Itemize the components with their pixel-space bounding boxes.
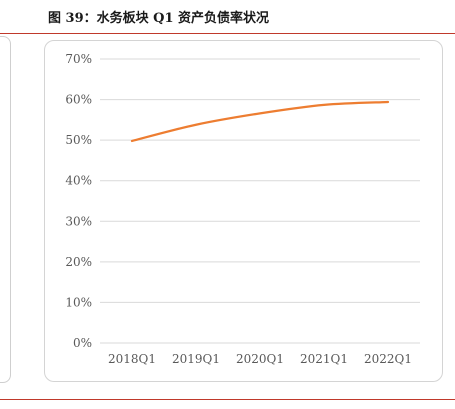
x-tick-label: 2019Q1 (172, 352, 220, 366)
y-tick-label: 40% (65, 174, 92, 188)
x-tick-label: 2021Q1 (300, 352, 348, 366)
x-tick-label: 2018Q1 (108, 352, 156, 366)
y-tick-label: 60% (65, 93, 92, 107)
series-line (130, 100, 390, 143)
y-tick-label: 70% (65, 52, 92, 66)
top-rule (0, 33, 455, 34)
y-tick-label: 0% (73, 336, 92, 350)
chart-frame (44, 40, 443, 382)
x-axis-ticks: 2018Q1 2019Q1 2020Q1 2021Q1 2022Q1 (108, 352, 412, 366)
y-tick-label: 30% (65, 214, 92, 228)
series-layer (130, 100, 390, 143)
x-tick-label: 2022Q1 (364, 352, 412, 366)
gridlines (100, 58, 420, 344)
y-tick-label: 50% (65, 133, 92, 147)
y-axis-ticks: 0% 10% 20% 30% 40% 50% 60% 70% (65, 52, 92, 350)
adjacent-chart-fragment (0, 36, 11, 383)
y-tick-label: 20% (65, 255, 92, 269)
bottom-rule (0, 399, 455, 400)
x-tick-label: 2020Q1 (236, 352, 284, 366)
y-tick-label: 10% (65, 295, 92, 309)
figure-caption: 图 39：水务板块 Q1 资产负债率状况 (48, 11, 270, 26)
